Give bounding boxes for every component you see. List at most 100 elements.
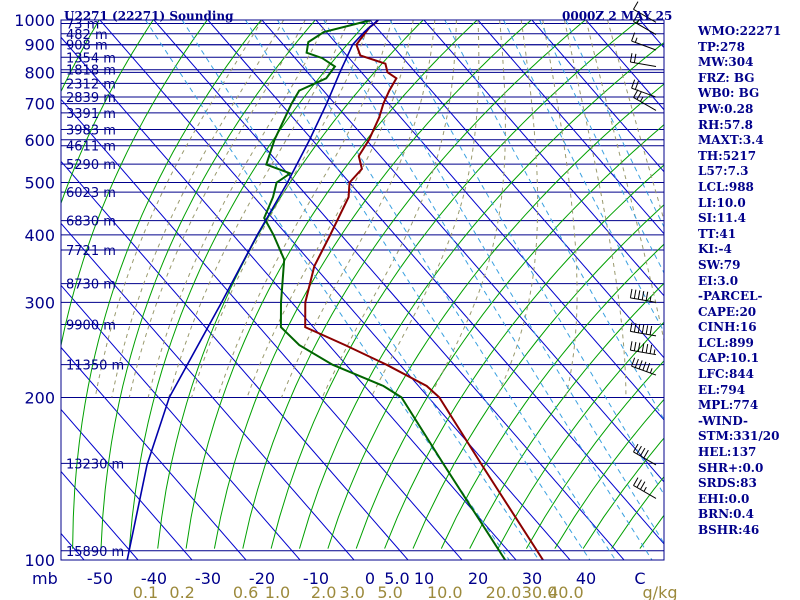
moist-adiabat-line <box>370 20 480 398</box>
chart-timestamp: 0000Z 2 MAY 25 <box>562 9 673 23</box>
chart-title: U2271 (22271) Sounding <box>64 9 234 23</box>
mixing-ratio-tick-label: g/kg <box>643 583 678 600</box>
index-item: FRZ: BG <box>698 70 755 85</box>
dry-adiabat-line <box>469 282 664 549</box>
temperature-tick-label: 0 <box>365 569 375 588</box>
wind-barb-flag <box>634 358 639 368</box>
mixing-ratio-line <box>539 20 664 274</box>
temperature-tick-label: -30 <box>195 569 221 588</box>
wind-barb-flag <box>634 80 639 90</box>
wind-barb-staff <box>631 40 657 51</box>
height-tick-label: 15890 m <box>66 545 124 560</box>
mixing-ratio-tick-label: 3.0 <box>340 583 365 600</box>
isotherm-line <box>99 20 571 560</box>
mixing-ratio-tick-label: 0.6 <box>233 583 258 600</box>
mixing-ratio-line <box>323 20 653 560</box>
pressure-tick-label: 300 <box>24 293 55 312</box>
temperature-profile-line <box>304 20 544 560</box>
height-tick-label: 6023 m <box>66 186 116 201</box>
index-item: L57:7.3 <box>698 164 749 179</box>
isotherm-line <box>61 160 409 560</box>
moist-adiabat-line <box>281 20 436 398</box>
isobar-lines <box>61 19 664 561</box>
index-item: SW:79 <box>698 257 741 272</box>
wind-barb-half-flag <box>649 368 653 374</box>
height-tick-label: 3983 m <box>66 123 116 138</box>
temperature-tick-label: 5.0 <box>384 569 409 588</box>
dry-adiabat-line <box>128 20 370 549</box>
dry-adiabat-line <box>355 124 664 549</box>
temperature-tick-label: C <box>634 569 645 588</box>
mixing-ratio-line <box>145 20 510 560</box>
moist-adiabat-line <box>607 20 664 222</box>
dry-adiabat-line <box>61 20 154 205</box>
wind-barb-flag <box>633 1 639 10</box>
isotherm-line <box>61 346 247 560</box>
isotherm-line <box>261 20 664 483</box>
index-item: TT:41 <box>698 226 737 241</box>
wind-barb-half-flag <box>634 37 638 43</box>
pressure-tick-label: 700 <box>24 95 55 114</box>
moist-adiabat-line <box>542 20 578 398</box>
wind-barb-flag <box>633 89 639 98</box>
wind-barb-half-flag <box>649 296 652 302</box>
mixing-ratio-line <box>503 20 664 333</box>
moist-adiabat-line <box>191 20 371 398</box>
pressure-tick-label: 1000 <box>14 11 55 30</box>
dry-adiabat-line <box>157 20 424 549</box>
index-item: MAXT:3.4 <box>698 133 764 148</box>
temperature-tick-label: 10 <box>414 569 434 588</box>
moist-adiabat-line <box>429 20 506 398</box>
wind-barb-half-flag <box>653 349 656 355</box>
wind-barb-staff <box>631 87 657 98</box>
index-item: SRDS:83 <box>698 476 757 491</box>
wind-barb-flag <box>641 343 645 353</box>
moist-adiabat-line <box>217 20 393 398</box>
temperature-tick-label: -50 <box>87 569 113 588</box>
wind-barb-flag <box>633 13 639 22</box>
index-item: WMO:22271 <box>698 24 782 38</box>
pressure-tick-label: 800 <box>24 63 55 82</box>
mixing-ratio-lines <box>145 20 664 560</box>
isotherm-line <box>153 20 625 560</box>
height-tick-label: 7721 m <box>66 244 116 259</box>
wind-barb-flag <box>629 322 633 332</box>
wind-barb-half-flag <box>643 486 647 492</box>
wind-barb-flag <box>633 289 637 299</box>
dry-adiabat-line <box>412 204 664 549</box>
wind-barb-flag <box>633 323 637 333</box>
wind-barb-flag <box>649 325 653 335</box>
wind-barb-staff <box>633 97 657 111</box>
height-tick-label: 11350 m <box>66 359 124 374</box>
wind-barb-staff <box>633 21 657 35</box>
height-tick-label: 4611 m <box>66 140 116 155</box>
height-tick-label: 9900 m <box>66 318 116 333</box>
moist-adiabat-line <box>585 20 664 344</box>
moist-adiabat-line <box>246 20 414 398</box>
index-item: KI:-4 <box>698 242 732 257</box>
moist-adiabat-line <box>496 20 539 398</box>
dry-adiabat-line <box>440 243 664 549</box>
dry-adiabat-line <box>327 83 664 549</box>
dry-adiabat-line <box>384 164 664 549</box>
index-item: SI:11.4 <box>698 211 746 226</box>
index-item: STM:331/20 <box>698 429 780 444</box>
wind-barb-staff <box>633 8 657 23</box>
height-tick-label: 908 m <box>66 39 108 54</box>
isotherm-line <box>61 222 355 560</box>
isotherm-line <box>315 20 664 421</box>
mixing-ratio-line <box>565 20 664 229</box>
wind-barb-flag <box>645 325 649 335</box>
isotherm-line <box>369 20 664 359</box>
index-item: SHR+:0.0 <box>698 460 764 475</box>
moist-adiabat-line <box>147 20 328 398</box>
moist-adiabat-line <box>321 20 457 398</box>
pressure-tick-label: 900 <box>24 36 55 55</box>
index-item: CAP:10.1 <box>698 351 760 366</box>
index-item: LCL:899 <box>698 335 754 350</box>
mixing-ratio-line <box>277 20 616 560</box>
index-item: LI:10.0 <box>698 195 746 210</box>
mixing-ratio-tick-label: 40.0 <box>548 583 584 600</box>
wind-barb-flag <box>646 363 651 372</box>
